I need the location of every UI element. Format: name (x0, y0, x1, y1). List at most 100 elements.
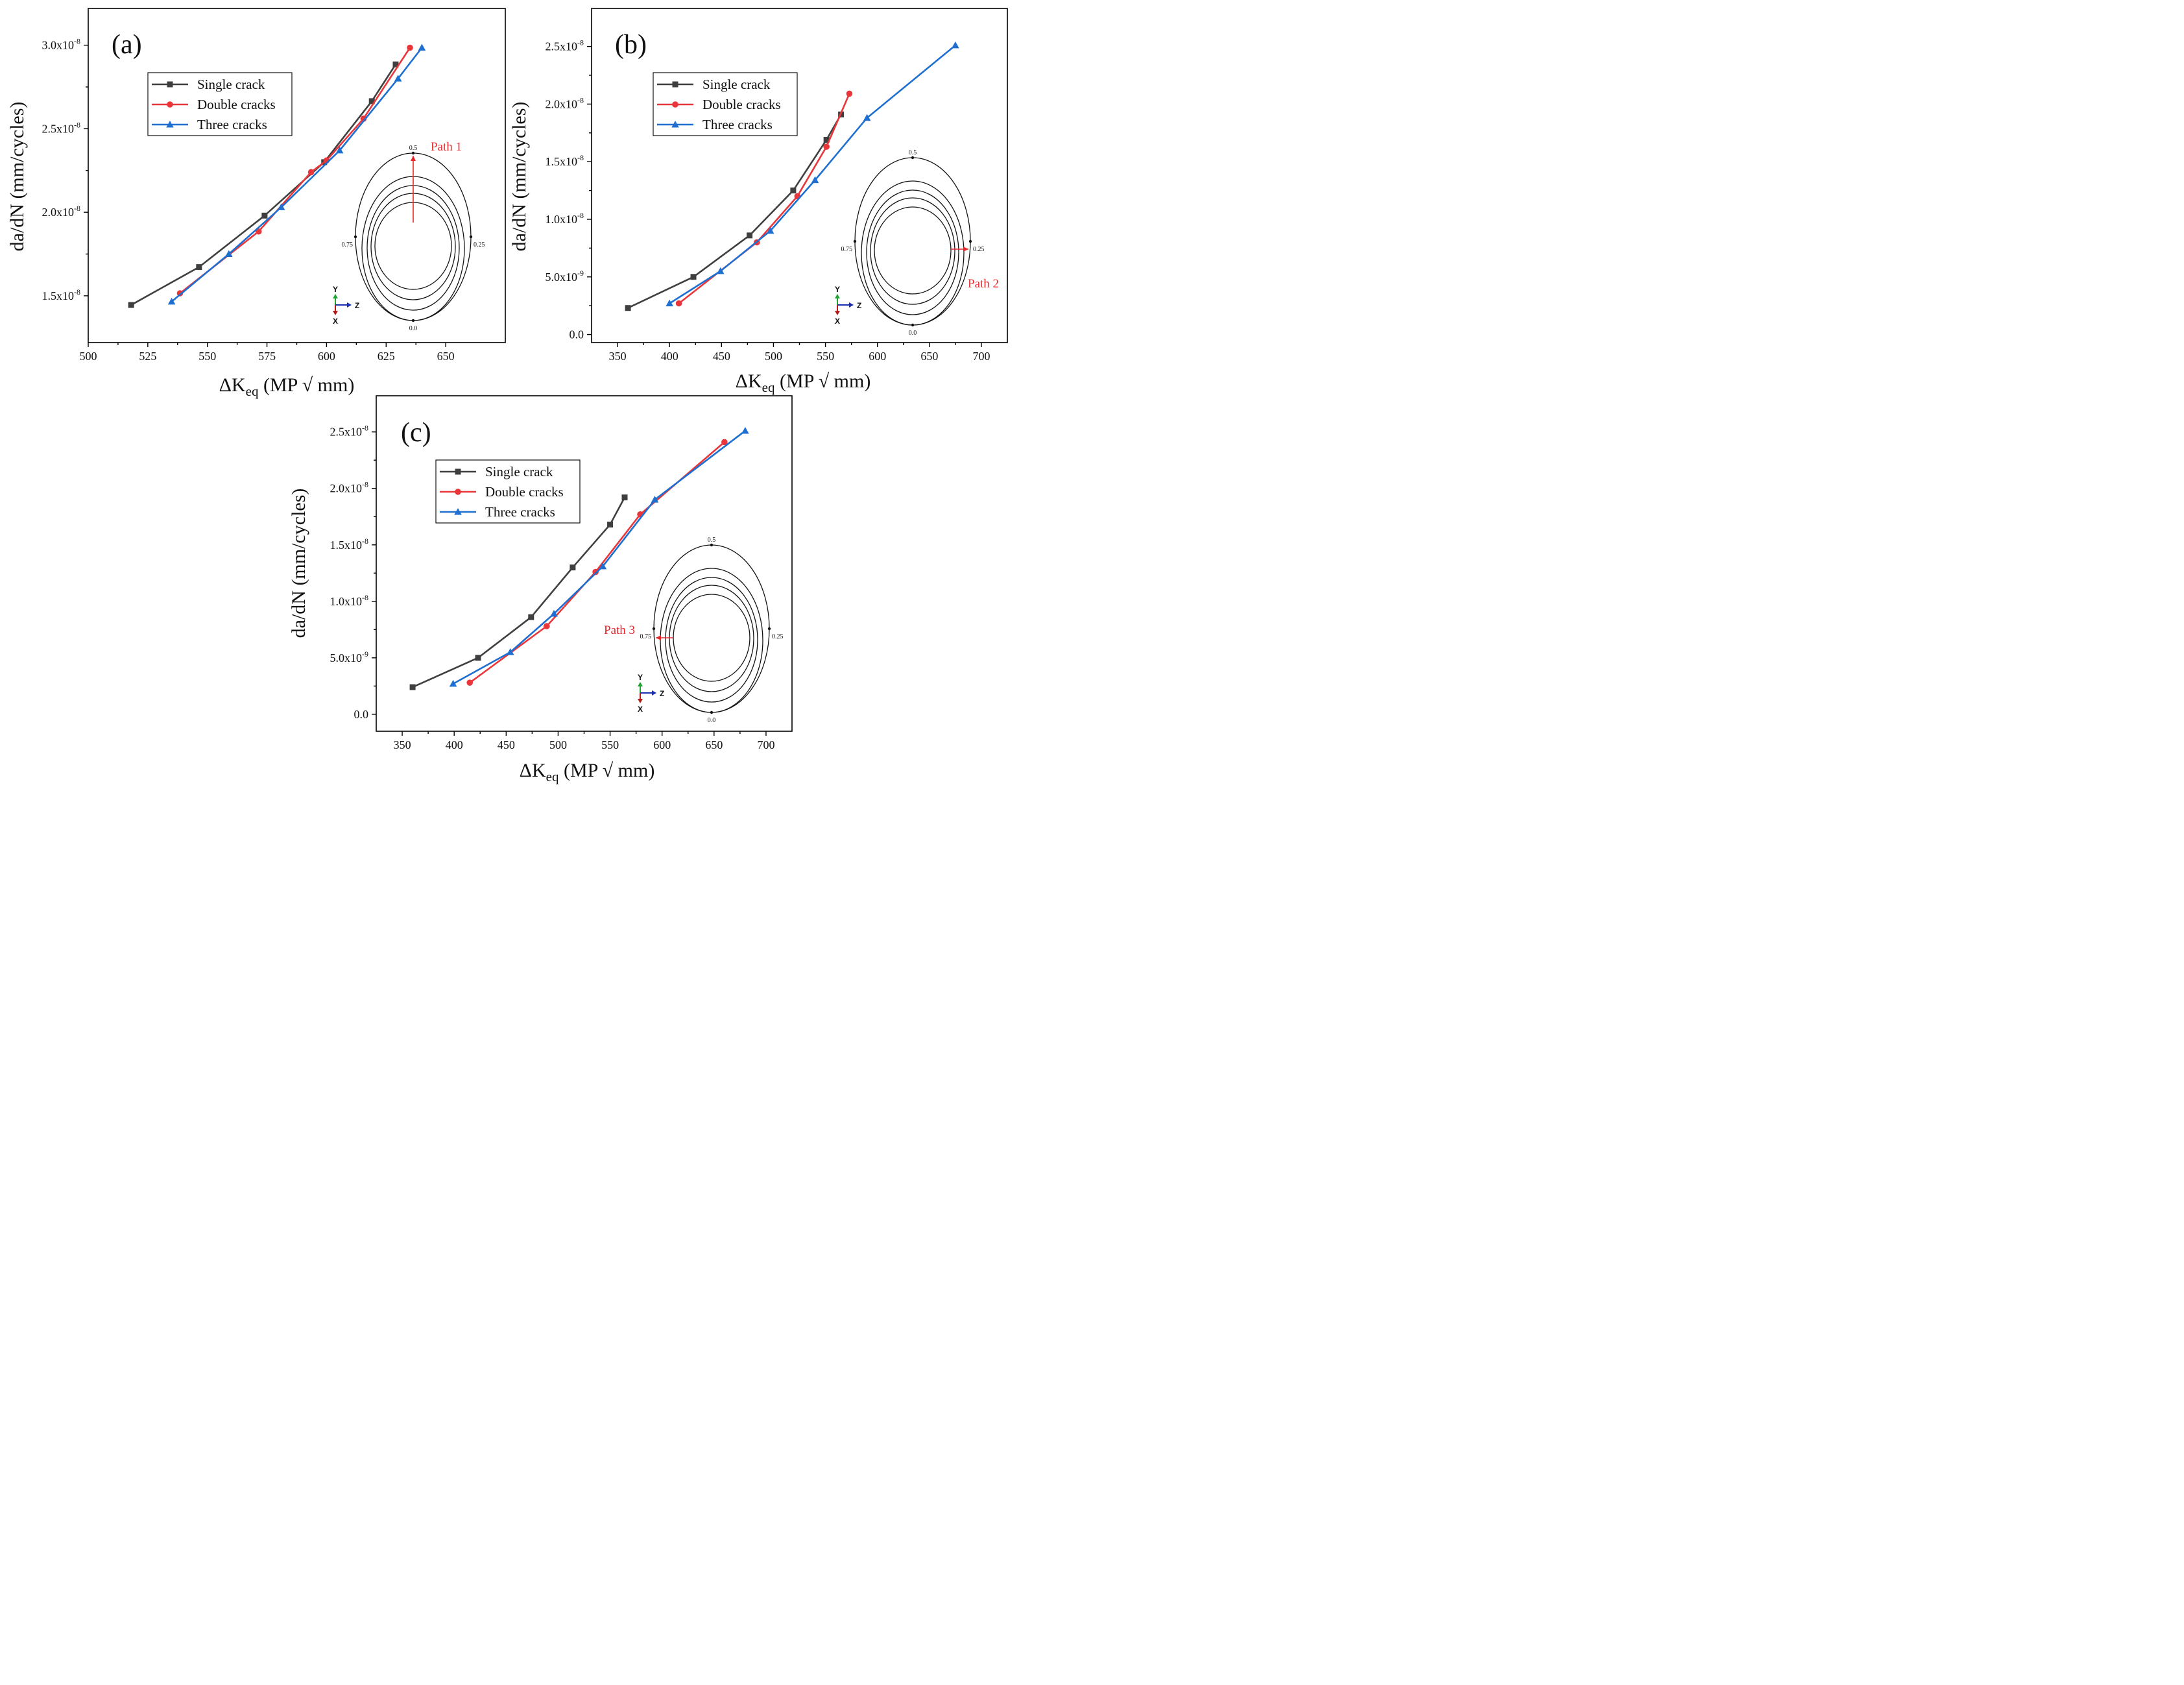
y-tick-mantissa: 3.0x10 (42, 39, 75, 52)
y-tick-mantissa: 2.5x10 (42, 122, 75, 135)
chart-panel-b: 350 400 450 500 550 600 650 700 0.0 5.0x10-9 1.0x1… (509, 8, 1008, 395)
x-axis-title-part: eq (762, 380, 775, 395)
y-tick-exponent: -8 (74, 287, 80, 297)
y-tick-label: 1.5x10-8 (546, 153, 584, 168)
y-tick-exponent: -8 (74, 120, 80, 129)
inset-label-0-0: 0.0 (909, 330, 917, 337)
y-tick-exponent: -8 (362, 480, 368, 489)
y-tick-label: 2.0x10-8 (42, 204, 81, 219)
inset-label-0-25: 0.25 (973, 246, 985, 253)
y-tick-mantissa: 1.5x10 (330, 539, 363, 552)
z-axis-label: Z (355, 301, 359, 310)
x-tick-label: 400 (446, 738, 463, 751)
y-tick-label: 0.0 (570, 328, 584, 341)
square-marker (475, 655, 481, 661)
inset-label-0-25: 0.25 (772, 633, 784, 640)
path-arrow-head (656, 635, 661, 640)
y-tick-exponent: -8 (577, 95, 584, 104)
panel-label: (b) (615, 30, 647, 60)
square-marker (790, 188, 797, 194)
x-tick-label: 500 (80, 350, 97, 363)
x-tick-label: 550 (198, 350, 216, 363)
inset-point (767, 627, 771, 631)
legend-label: Double cracks (197, 97, 276, 112)
y-axis-arrow-head (638, 682, 643, 686)
x-tick-label: 350 (394, 738, 411, 751)
crack-front-ellipse (854, 157, 971, 326)
crack-front-ellipse (673, 594, 750, 682)
y-tick-exponent: -9 (362, 649, 368, 659)
crack-front-ellipse (653, 544, 770, 713)
x-axis-title-part: eq (546, 769, 559, 784)
crack-front-ellipse (874, 206, 952, 295)
y-tick-mantissa: 1.5x10 (546, 155, 578, 168)
triangle-marker (224, 250, 233, 258)
x-tick-label: 650 (437, 350, 455, 363)
y-tick-exponent: -8 (362, 424, 368, 433)
x-axis-arrow-head (333, 311, 338, 315)
inset-point (652, 627, 656, 631)
x-axis-title-part: (MP √ mm) (774, 370, 870, 392)
series-line-2 (171, 47, 423, 302)
x-tick-label: 550 (601, 738, 619, 751)
x-axis-title: ΔKeq (MP √ mm) (520, 760, 655, 784)
inset-point (911, 156, 915, 160)
circle-marker (307, 169, 315, 176)
circle-marker (721, 439, 728, 446)
inset-label-0-5: 0.5 (909, 149, 917, 156)
triangle-marker (766, 226, 774, 234)
inset-point (411, 319, 415, 322)
triangle-marker (449, 679, 457, 687)
series-line-0 (130, 64, 397, 306)
path-label: Path 2 (968, 277, 999, 291)
chart-panel-a: 500 525 550 575 600 625 6501.5x10-82.0x10-82.5… (6, 8, 506, 399)
y-tick-mantissa: 1.0x10 (546, 213, 578, 226)
y-tick-mantissa: 5.0x10 (330, 651, 363, 664)
z-axis-label: Z (660, 689, 664, 698)
y-tick-label: 3.0x10-8 (42, 37, 81, 52)
series-line-2 (669, 44, 956, 304)
triangle-marker (741, 426, 749, 434)
y-tick-mantissa: 2.0x10 (42, 206, 75, 219)
y-tick-label: 2.0x10-8 (330, 480, 369, 495)
square-marker (621, 494, 628, 501)
z-axis-arrow-head (652, 690, 656, 696)
triangle-marker (671, 121, 679, 128)
square-marker (409, 684, 416, 690)
y-tick-mantissa: 2.0x10 (330, 482, 363, 495)
x-axis-label: X (638, 705, 643, 714)
plot-frame (88, 8, 506, 343)
plot-frame (591, 8, 1008, 343)
crack-path-inset: 0.5 0.25 0.0 0.75 Y Z X (835, 149, 985, 337)
circle-marker (455, 489, 461, 495)
y-tick-mantissa: 1.5x10 (42, 289, 75, 302)
y-tick-label: 1.5x10-8 (330, 537, 369, 552)
triangle-marker (335, 146, 344, 154)
square-marker (128, 302, 134, 308)
crack-front-ellipse (870, 197, 955, 305)
y-tick-exponent: -8 (74, 37, 80, 46)
crack-front-ellipse (669, 585, 754, 692)
x-tick-label: 600 (653, 738, 671, 751)
path-arrow-head (963, 247, 968, 252)
legend-label: Three cracks (702, 117, 773, 132)
inset-label-0-5: 0.5 (708, 537, 716, 544)
triangle-marker (952, 41, 959, 49)
crack-front-ellipse (665, 577, 758, 703)
y-tick-exponent: -8 (74, 204, 80, 213)
y-tick-mantissa: 0.0 (354, 708, 369, 721)
x-axis-title-part: ΔK (520, 760, 546, 781)
y-tick-exponent: -8 (577, 211, 584, 220)
y-tick-exponent: -8 (577, 153, 584, 162)
y-tick-label: 1.0x10-8 (546, 211, 584, 226)
legend-label: Single crack (702, 77, 771, 92)
x-tick-label: 350 (609, 350, 627, 363)
inset-point (710, 543, 714, 547)
inset-point (354, 235, 357, 239)
circle-marker (176, 290, 184, 297)
square-marker (455, 468, 461, 475)
square-marker (570, 564, 576, 571)
x-tick-label: 450 (713, 350, 730, 363)
triangle-marker (454, 508, 462, 515)
triangle-marker (550, 609, 558, 617)
